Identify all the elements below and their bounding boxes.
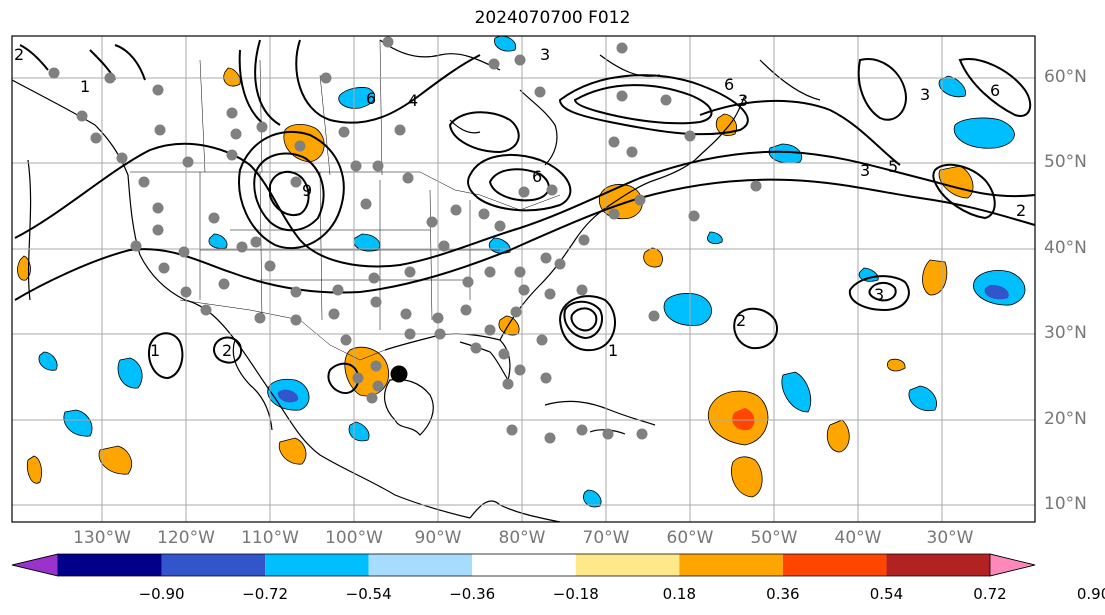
contour-label: 3 [920,85,930,104]
contour-label: 3 [874,285,884,304]
lat-label: 30°N [1044,323,1087,343]
contour-lines [14,39,1036,394]
political-borders [130,39,561,361]
lon-label: 60°W [666,528,714,548]
lon-label: 90°W [414,528,462,548]
colorbar-segment [161,554,266,576]
colorbar-tick-label: 0.36 [766,585,800,603]
contour-label: 3 [738,91,748,110]
colorbar-tick-label: 0.18 [662,585,697,603]
contour-label: 6 [990,81,1000,100]
lon-label: 100°W [325,528,383,548]
contour-label: 1 [608,341,618,360]
colorbar-tick-label: −0.72 [242,585,289,603]
lon-label: 50°W [750,528,798,548]
coastlines [11,39,821,523]
contour-label: 9 [302,181,312,200]
colorbar-tick-label: −0.54 [345,585,392,603]
colorbar-segment [58,554,162,576]
storm-center-marker [390,365,408,383]
contour-label: 2 [222,341,232,360]
colorbar [11,553,1036,577]
lat-label: 40°N [1044,238,1087,258]
lon-label: 30°W [926,528,974,548]
lon-label: 80°W [498,528,546,548]
anomaly-shading [17,35,1026,508]
lat-label: 20°N [1044,409,1087,429]
colorbar-tick-label: 0.72 [973,585,1007,603]
station-dots [48,36,762,444]
colorbar-segment [886,554,990,576]
colorbar-tick-label: 0.54 [869,585,904,603]
lon-label: 110°W [241,528,299,548]
map-frame [11,35,1036,523]
colorbar-tick-label: −0.36 [449,585,496,603]
lon-label: 130°W [73,528,131,548]
colorbar-tick-label: −0.18 [552,585,599,603]
colorbar-segment [782,554,887,576]
contour-label: 2 [736,311,746,330]
map-title: 2024070700 F012 [474,8,631,28]
contour-label: 5 [888,157,898,176]
contour-label-group: 2 1 6 4 3 9 6 3 6 3 6 3 5 2 2 1 3 1 2 [14,45,1026,360]
lon-label: 70°W [582,528,630,548]
contour-label: 3 [540,45,550,64]
colorbar-extend-high [989,553,1036,577]
lat-label: 60°N [1044,67,1087,87]
colorbar-segment [265,554,369,576]
colorbar-tick-label: 0.90 [1076,585,1105,603]
contour-label: 6 [366,89,376,108]
contour-label: 3 [860,161,870,180]
contour-label: 1 [150,341,160,360]
contour-label: 2 [14,45,24,64]
colorbar-segment [368,554,473,576]
contour-label: 6 [724,75,734,94]
lon-label: 120°W [157,528,215,548]
contour-label: 4 [408,91,418,110]
colorbar-segment [472,554,576,576]
colorbar-tick-label: −0.90 [138,585,185,603]
colorbar-outline [11,553,1036,577]
contour-label: 1 [80,77,90,96]
map-background [12,36,1035,522]
lon-label: 40°W [834,528,882,548]
colorbar-segment [679,554,783,576]
lat-label: 50°N [1044,152,1087,172]
colorbar-segment [575,554,680,576]
contour-label: 6 [532,167,542,186]
lat-label: 10°N [1044,494,1087,514]
graticule [12,36,1035,522]
contour-label: 2 [1016,201,1026,220]
colorbar-extend-low [11,553,59,577]
